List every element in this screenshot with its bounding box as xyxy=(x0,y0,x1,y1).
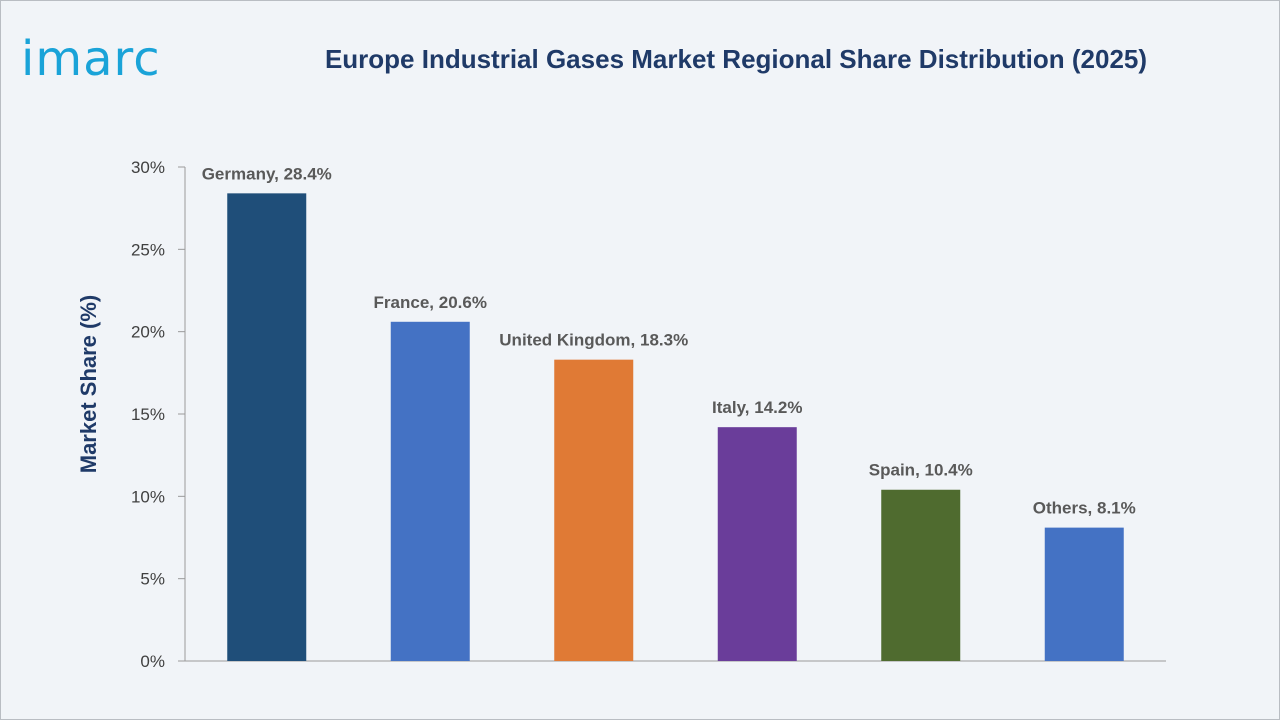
data-label: Germany, 28.4% xyxy=(202,164,332,183)
data-label: Others, 8.1% xyxy=(1033,499,1136,518)
bar-italy xyxy=(717,427,797,661)
data-label: Italy, 14.2% xyxy=(712,398,802,417)
imarc-logo: imarc xyxy=(21,31,161,87)
y-tick-label: 5% xyxy=(140,570,165,589)
y-tick-label: 30% xyxy=(131,158,165,177)
data-label: United Kingdom, 18.3% xyxy=(499,331,688,350)
chart-title: Europe Industrial Gases Market Regional … xyxy=(324,44,1148,74)
bar-germany xyxy=(227,193,307,661)
y-tick-label: 15% xyxy=(131,405,165,424)
y-tick-label: 20% xyxy=(131,323,165,342)
y-tick-label: 10% xyxy=(131,487,165,506)
bar-spain xyxy=(881,489,961,661)
data-label: France, 20.6% xyxy=(374,293,487,312)
bar-france xyxy=(390,321,470,661)
data-label: Spain, 10.4% xyxy=(869,461,973,480)
bar-united-kingdom xyxy=(554,359,634,661)
y-tick-label: 25% xyxy=(131,240,165,259)
bar-others xyxy=(1044,527,1124,661)
y-tick-label: 0% xyxy=(140,652,165,671)
